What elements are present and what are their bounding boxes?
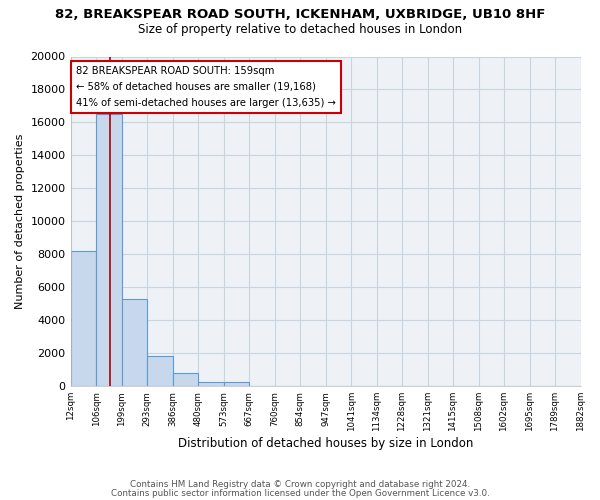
Text: 82, BREAKSPEAR ROAD SOUTH, ICKENHAM, UXBRIDGE, UB10 8HF: 82, BREAKSPEAR ROAD SOUTH, ICKENHAM, UXB… xyxy=(55,8,545,20)
Text: Contains public sector information licensed under the Open Government Licence v3: Contains public sector information licen… xyxy=(110,488,490,498)
Bar xyxy=(71,251,96,386)
Bar xyxy=(96,114,122,386)
Bar xyxy=(173,373,198,386)
X-axis label: Distribution of detached houses by size in London: Distribution of detached houses by size … xyxy=(178,437,473,450)
Y-axis label: Number of detached properties: Number of detached properties xyxy=(15,134,25,309)
Text: Size of property relative to detached houses in London: Size of property relative to detached ho… xyxy=(138,22,462,36)
Bar xyxy=(224,382,249,386)
Text: Contains HM Land Registry data © Crown copyright and database right 2024.: Contains HM Land Registry data © Crown c… xyxy=(130,480,470,489)
Text: 82 BREAKSPEAR ROAD SOUTH: 159sqm
← 58% of detached houses are smaller (19,168)
4: 82 BREAKSPEAR ROAD SOUTH: 159sqm ← 58% o… xyxy=(76,66,335,108)
Bar xyxy=(122,299,147,386)
Bar xyxy=(198,382,224,386)
Bar xyxy=(147,356,173,386)
